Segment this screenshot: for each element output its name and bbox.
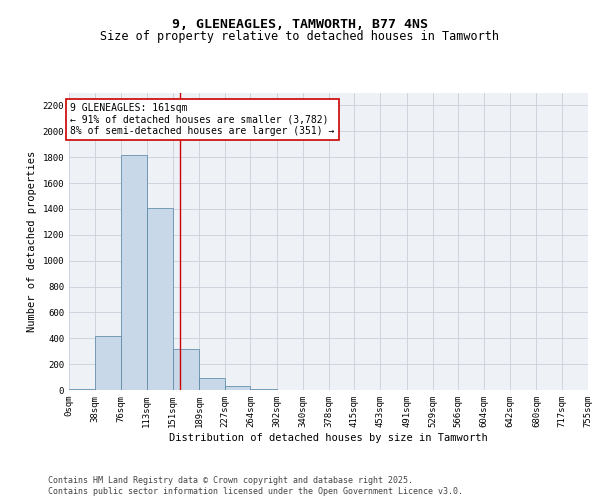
Bar xyxy=(95,336,121,390)
Bar xyxy=(250,388,277,390)
Text: 9 GLENEAGLES: 161sqm
← 91% of detached houses are smaller (3,782)
8% of semi-det: 9 GLENEAGLES: 161sqm ← 91% of detached h… xyxy=(70,103,335,136)
Y-axis label: Number of detached properties: Number of detached properties xyxy=(27,150,37,332)
Bar xyxy=(121,154,146,390)
Text: 9, GLENEAGLES, TAMWORTH, B77 4NS: 9, GLENEAGLES, TAMWORTH, B77 4NS xyxy=(172,18,428,30)
Bar xyxy=(225,386,250,390)
Text: Contains public sector information licensed under the Open Government Licence v3: Contains public sector information licen… xyxy=(48,488,463,496)
Bar xyxy=(173,348,199,390)
Text: Size of property relative to detached houses in Tamworth: Size of property relative to detached ho… xyxy=(101,30,499,43)
Bar xyxy=(199,378,225,390)
Bar xyxy=(146,208,173,390)
X-axis label: Distribution of detached houses by size in Tamworth: Distribution of detached houses by size … xyxy=(169,432,488,442)
Text: Contains HM Land Registry data © Crown copyright and database right 2025.: Contains HM Land Registry data © Crown c… xyxy=(48,476,413,485)
Bar xyxy=(69,388,95,390)
